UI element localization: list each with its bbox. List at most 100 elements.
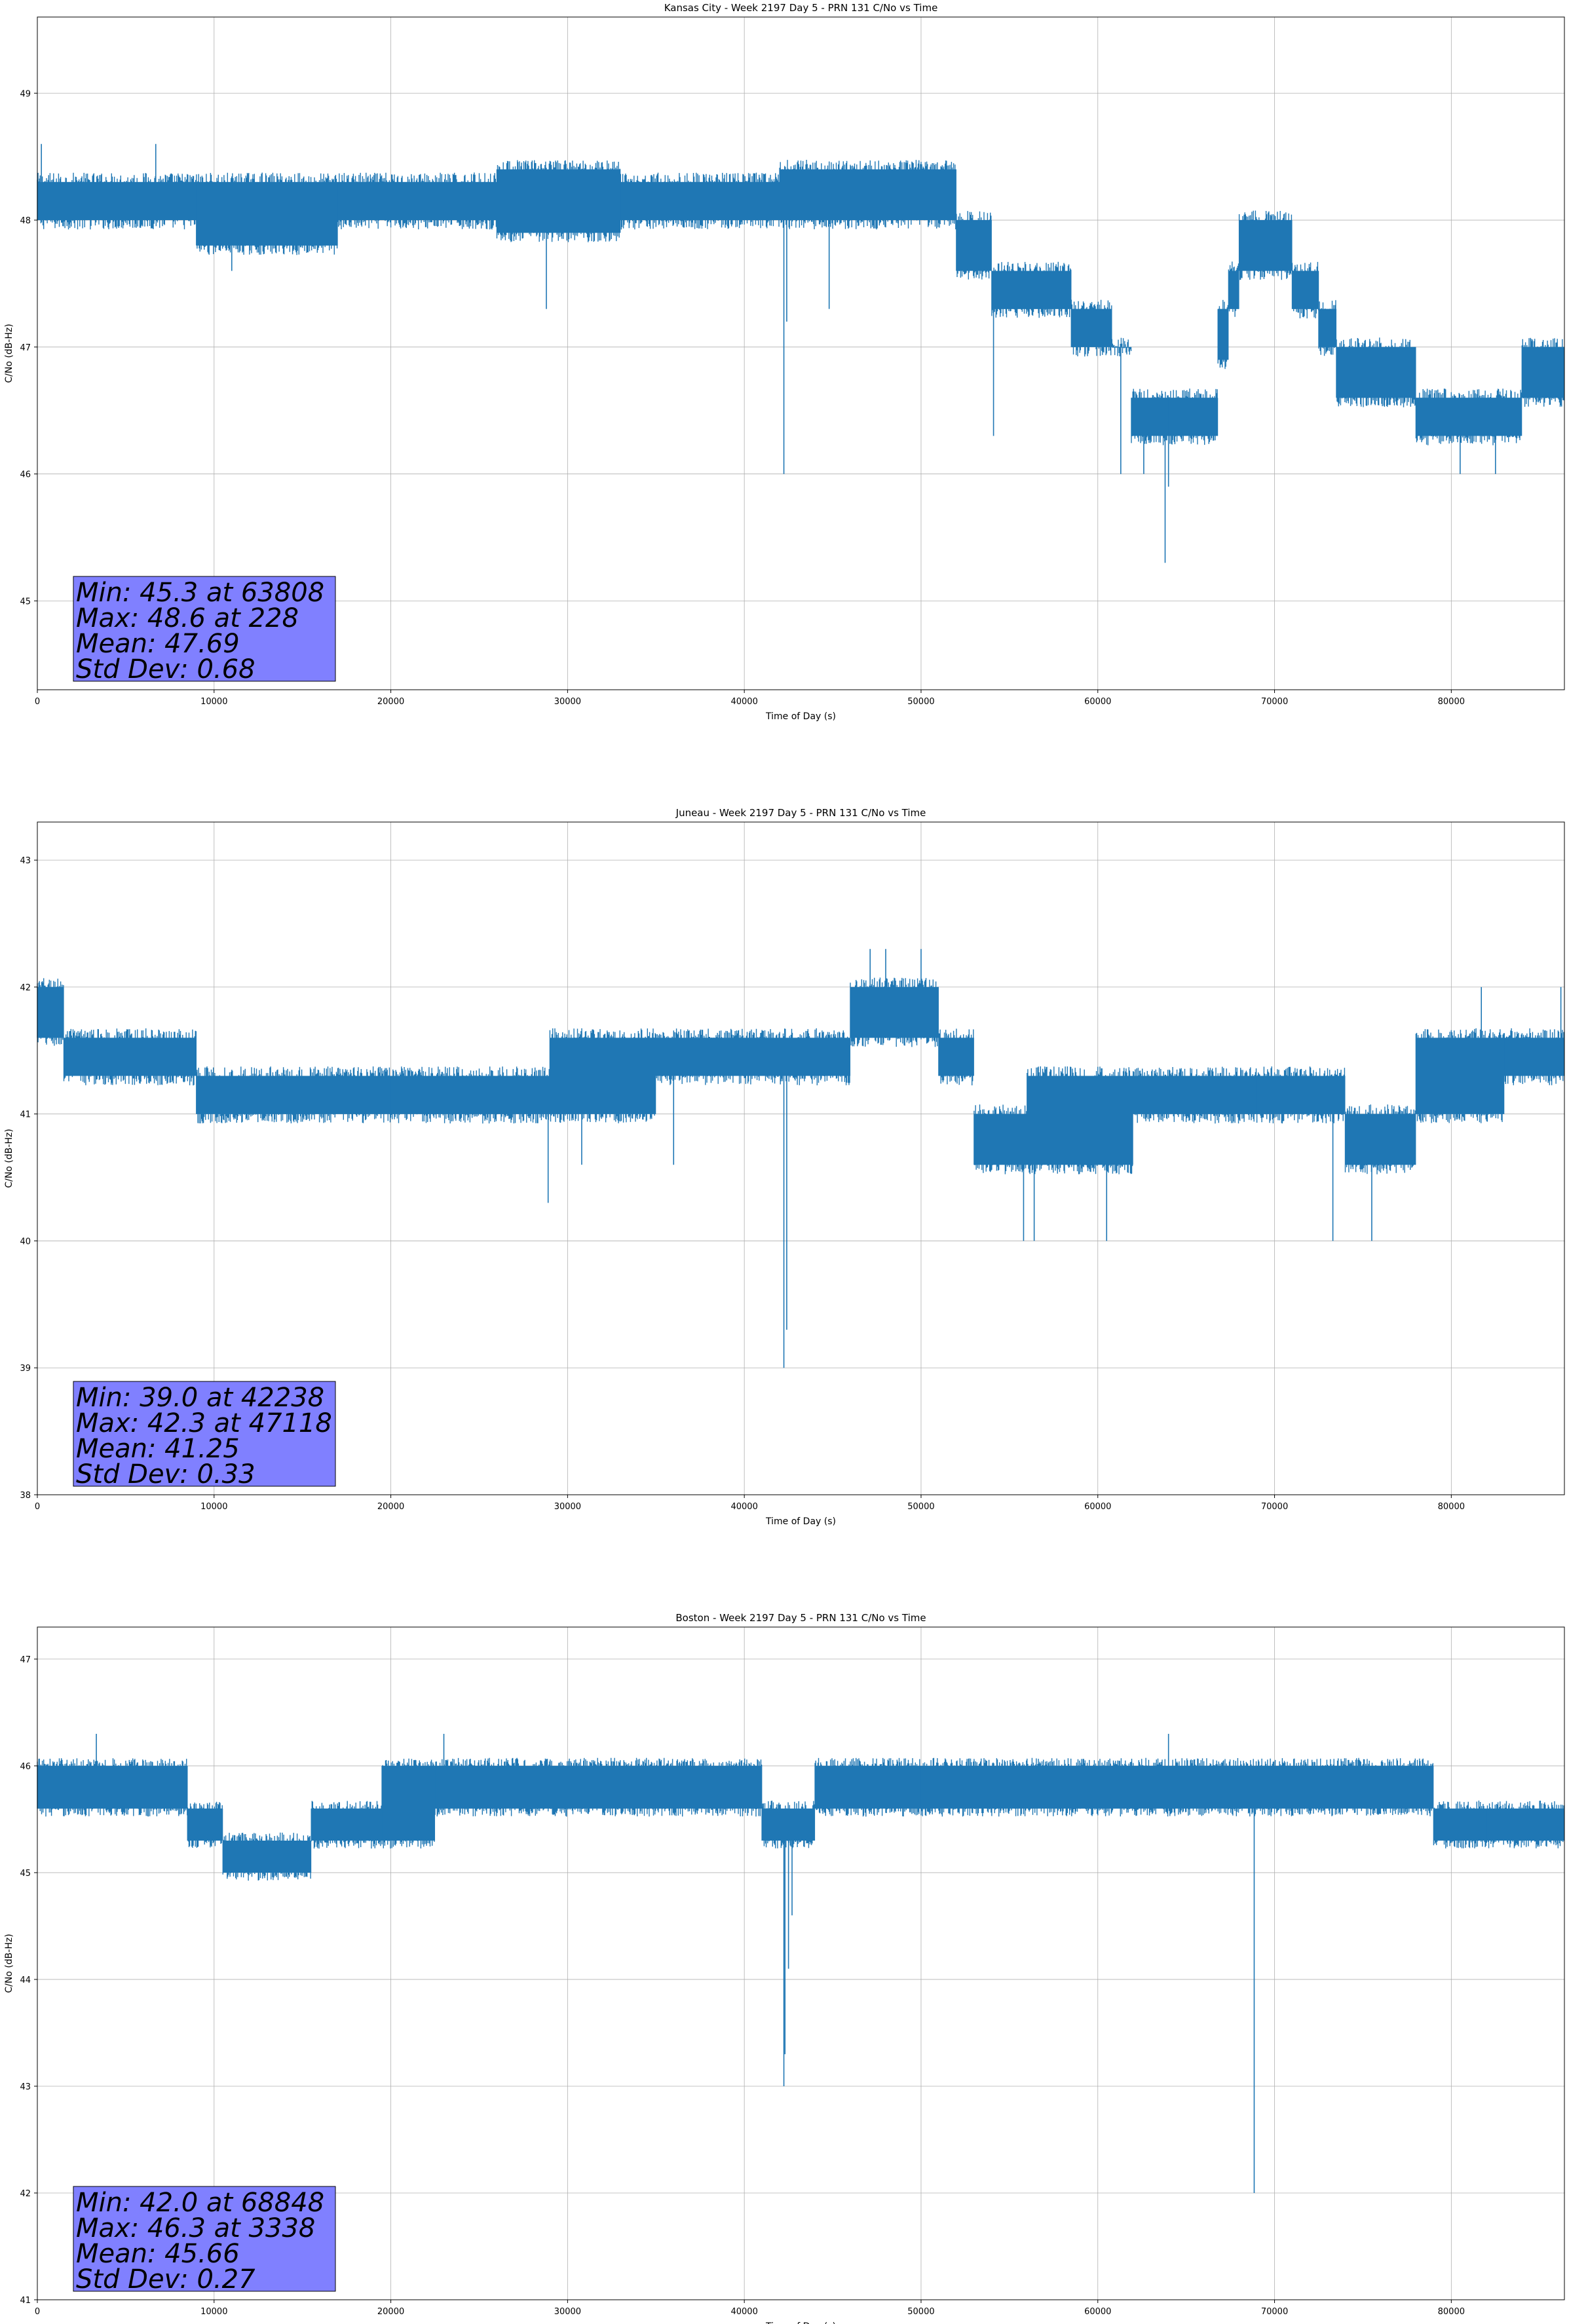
x-tick-label: 0	[35, 1502, 40, 1512]
data-series-segment	[780, 1038, 851, 1076]
data-series-segment	[780, 169, 956, 221]
x-tick-label: 30000	[554, 1502, 581, 1512]
x-tick-label: 30000	[554, 697, 581, 707]
stats-line: Min: 39.0 at 42238	[76, 1383, 324, 1413]
y-axis-label: C/No (dB-Hz)	[4, 1934, 14, 1993]
chart-panel-2: 0 10000 20000 30000 40000 50000 60000 70000 8000…	[4, 807, 1565, 1527]
y-tick-label: 44	[20, 1976, 31, 1985]
x-tick-label: 20000	[377, 2307, 404, 2317]
data-series-segment	[991, 271, 1072, 309]
data-series-segment	[196, 1076, 391, 1114]
x-tick-label: 70000	[1261, 697, 1288, 707]
y-axis-label: C/No (dB-Hz)	[4, 1129, 14, 1188]
data-series-segment	[1522, 347, 1564, 398]
x-axis-label: Time of Day (s)	[765, 1516, 836, 1527]
y-tick-label: 43	[20, 856, 31, 866]
stats-line: Std Dev: 0.33	[76, 1459, 255, 1490]
data-series-segment	[1228, 271, 1239, 309]
x-tick-label: 60000	[1084, 697, 1111, 707]
x-tick-label: 40000	[730, 697, 757, 707]
data-series-segment	[1257, 1076, 1346, 1114]
data-series-segment	[956, 220, 992, 271]
y-tick-label: 49	[20, 89, 31, 99]
data-series-segment	[1336, 347, 1416, 398]
y-tick-label: 46	[20, 470, 31, 480]
data-series-segment	[382, 1765, 436, 1841]
chart-title: Kansas City - Week 2197 Day 5 - PRN 131 …	[664, 2, 938, 14]
stats-line: Min: 45.3 at 63808	[76, 578, 324, 608]
axes-frame	[37, 821, 1565, 1495]
x-tick-label: 40000	[730, 1502, 757, 1512]
y-tick-label: 40	[20, 1237, 31, 1246]
data-series-segment	[1433, 1809, 1487, 1841]
stats-line: Mean: 47.69	[76, 629, 240, 659]
data-series-segment	[1133, 1076, 1257, 1114]
y-tick-label: 47	[20, 1655, 31, 1665]
x-tick-label: 10000	[200, 697, 227, 707]
stats-line: Mean: 41.25	[76, 1434, 240, 1464]
chart-title: Juneau - Week 2197 Day 5 - PRN 131 C/No …	[675, 807, 926, 819]
x-tick-label: 60000	[1084, 1502, 1111, 1512]
x-tick-label: 20000	[377, 1502, 404, 1512]
stats-line: Std Dev: 0.68	[76, 654, 255, 684]
data-series-segment	[497, 169, 621, 233]
x-tick-label: 70000	[1261, 1502, 1288, 1512]
y-tick-label: 43	[20, 2082, 31, 2092]
data-series-segment	[1318, 309, 1336, 347]
y-tick-label: 42	[20, 983, 31, 993]
y-tick-label: 46	[20, 1762, 31, 1772]
data-series-segment	[1416, 1038, 1505, 1114]
y-tick-label: 47	[20, 343, 31, 353]
data-series-segment	[938, 1038, 974, 1076]
stats-line: Mean: 45.66	[76, 2239, 240, 2269]
stats-line: Std Dev: 0.27	[76, 2264, 255, 2295]
x-tick-label: 80000	[1438, 697, 1465, 707]
data-series-segment	[435, 1765, 763, 1809]
x-tick-label: 60000	[1084, 2307, 1111, 2317]
stats-line: Max: 48.6 at 228	[76, 603, 299, 633]
y-tick-label: 48	[20, 216, 31, 226]
data-series-segment	[1239, 220, 1293, 271]
x-tick-label: 40000	[730, 2307, 757, 2317]
x-tick-label: 30000	[554, 2307, 581, 2317]
data-series-segment	[850, 986, 939, 1038]
data-series-segment	[1416, 398, 1522, 436]
data-series-segment	[223, 1841, 312, 1873]
data-series-segment	[1345, 1114, 1416, 1165]
stats-line: Max: 46.3 at 3338	[76, 2213, 315, 2243]
data-series-segment	[656, 1038, 780, 1076]
data-series-segment	[187, 1809, 223, 1841]
data-series-segment	[1292, 271, 1319, 309]
y-tick-label: 39	[20, 1364, 31, 1374]
y-tick-label: 45	[20, 1869, 31, 1879]
axes-frame	[37, 1626, 1565, 2300]
data-series-segment	[1131, 398, 1169, 436]
y-axis-label: C/No (dB-Hz)	[4, 324, 14, 383]
data-series-segment	[620, 181, 780, 221]
data-series-segment	[37, 1765, 188, 1809]
stats-line: Min: 42.0 at 68848	[76, 2188, 324, 2218]
chart-title: Boston - Week 2197 Day 5 - PRN 131 C/No …	[675, 1612, 926, 1624]
x-tick-label: 70000	[1261, 2307, 1288, 2317]
stats-box	[73, 576, 336, 682]
x-tick-label: 10000	[200, 2307, 227, 2317]
x-tick-label: 20000	[377, 697, 404, 707]
data-series-segment	[1504, 1038, 1564, 1076]
axes-frame	[37, 16, 1565, 690]
data-series-segment	[37, 181, 197, 221]
x-tick-label: 50000	[907, 1502, 934, 1512]
data-series-segment	[1168, 398, 1219, 436]
data-series-segment	[311, 1809, 383, 1841]
x-axis-label: Time of Day (s)	[765, 2321, 836, 2324]
x-tick-label: 50000	[907, 697, 934, 707]
data-series-segment	[974, 1114, 1027, 1165]
y-tick-label: 41	[20, 1110, 31, 1120]
y-tick-label: 42	[20, 2189, 31, 2199]
x-tick-label: 0	[35, 2307, 40, 2317]
chart-panel-3: 0 10000 20000 30000 40000 50000 60000 70000 8000…	[4, 1612, 1565, 2324]
data-series-segment	[64, 1038, 197, 1076]
x-axis-label: Time of Day (s)	[765, 711, 836, 722]
data-series-segment	[37, 986, 64, 1038]
data-series-segment	[196, 181, 338, 246]
